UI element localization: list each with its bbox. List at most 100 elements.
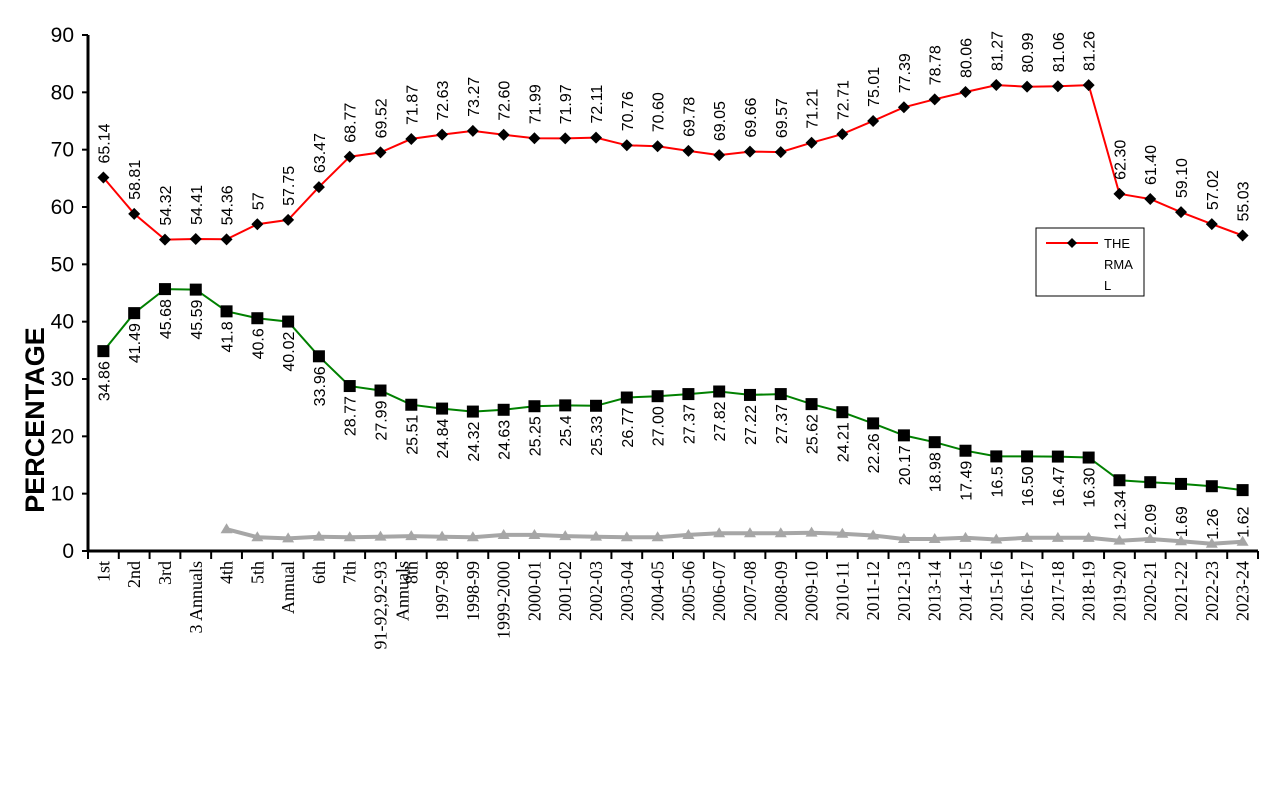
x-tick-label: 2001-02 xyxy=(555,561,575,621)
data-label: 70.60 xyxy=(651,92,668,132)
x-tick-label: 8th xyxy=(401,561,421,584)
data-point xyxy=(620,391,633,404)
x-tick-label-line: 2015-16 xyxy=(986,561,1006,621)
data-point xyxy=(959,444,972,457)
x-tick-label: 2010-11 xyxy=(832,561,852,620)
x-tick-label: 2018-19 xyxy=(1079,561,1099,621)
x-tick-label: 2016-17 xyxy=(1017,561,1037,621)
data-point xyxy=(251,218,264,231)
x-tick-label: 2022-23 xyxy=(1202,561,1222,621)
data-label: 25.25 xyxy=(527,416,544,456)
data-label: 72.60 xyxy=(497,81,514,121)
x-tick-label-line: 2002-03 xyxy=(586,561,606,621)
data-point xyxy=(713,149,726,162)
x-tick-label: 2019-20 xyxy=(1109,561,1129,621)
data-point xyxy=(1205,480,1218,493)
data-label: 33.96 xyxy=(312,366,329,406)
x-tick-label-line: 5th xyxy=(247,561,267,584)
data-label: 27.37 xyxy=(774,404,791,444)
data-point xyxy=(97,171,110,184)
data-point xyxy=(928,532,941,543)
data-label: 75.01 xyxy=(866,67,883,107)
x-tick-label: 4th xyxy=(217,561,237,584)
data-point xyxy=(282,532,295,543)
axes xyxy=(82,34,1259,559)
y-tick-label: 90 xyxy=(51,24,74,47)
data-label: 71.87 xyxy=(404,85,421,125)
x-tick-label: 2000-01 xyxy=(524,561,544,621)
data-label: 12.34 xyxy=(1112,490,1129,530)
data-point xyxy=(1236,229,1249,242)
x-tick-label-line: 2011-12 xyxy=(863,561,883,620)
x-tick-label: 1998-99 xyxy=(463,561,483,621)
data-label: 69.05 xyxy=(712,101,729,141)
data-label: 40.02 xyxy=(281,331,298,371)
data-point xyxy=(436,530,449,541)
data-point xyxy=(1175,206,1188,219)
x-tick-label-line: 91-92,92-93 xyxy=(371,561,391,650)
x-tick-label: 2005-06 xyxy=(678,561,698,621)
data-label: 27.00 xyxy=(651,406,668,446)
data-point xyxy=(1082,79,1095,92)
data-point xyxy=(651,390,664,403)
data-point xyxy=(713,385,726,398)
x-tick-label-line: 3rd xyxy=(155,561,175,585)
x-tick-label-line: 2020-21 xyxy=(1140,561,1160,621)
data-point xyxy=(651,531,664,542)
data-label: 68.77 xyxy=(343,103,360,143)
x-tick-label: Annual xyxy=(278,561,298,614)
legend-label-thermal: RMA xyxy=(1104,257,1133,272)
x-tick-label-line: 2001-02 xyxy=(555,561,575,621)
data-point xyxy=(466,531,479,542)
data-point xyxy=(774,527,787,538)
data-point xyxy=(189,283,202,296)
x-tick-label-line: 2010-11 xyxy=(832,561,852,620)
data-point xyxy=(620,531,633,542)
y-tick-label: 50 xyxy=(51,253,74,276)
x-tick-label-line: 2023-24 xyxy=(1233,561,1253,621)
data-labels: 65.14 58.81 54.32 54.41 54.36 57 57.75 63.47 68.… xyxy=(96,31,1252,540)
data-label: 54.41 xyxy=(189,185,206,225)
data-label: 25.51 xyxy=(404,415,421,455)
data-label: 22.26 xyxy=(866,433,883,473)
x-tick-label: 2004-05 xyxy=(648,561,668,621)
data-point xyxy=(1051,450,1064,463)
data-label: 16.47 xyxy=(1051,466,1068,506)
series-line-1 xyxy=(102,84,1243,241)
data-point xyxy=(220,523,233,534)
x-tick-label-line: 3 Annuals xyxy=(186,561,206,634)
data-label: 77.39 xyxy=(897,53,914,93)
data-point xyxy=(897,429,910,442)
data-label: 24.21 xyxy=(835,422,852,462)
data-label: 1.62 xyxy=(1236,506,1253,537)
x-tick-label-line: 2003-04 xyxy=(617,561,637,621)
x-tick-label-line: 2000-01 xyxy=(524,561,544,621)
x-tick-label: 2017-18 xyxy=(1048,561,1068,621)
data-point xyxy=(405,132,418,145)
data-point xyxy=(1021,450,1034,463)
data-point xyxy=(374,384,387,397)
data-label: 81.06 xyxy=(1051,32,1068,72)
data-label: 34.86 xyxy=(96,361,113,401)
series-markers xyxy=(97,79,1249,548)
data-point xyxy=(220,305,233,318)
data-point xyxy=(682,388,695,401)
data-point xyxy=(1113,474,1126,487)
data-label: 81.26 xyxy=(1082,31,1099,71)
data-point xyxy=(374,530,387,541)
data-point xyxy=(1021,80,1034,93)
data-label: 16.50 xyxy=(1020,466,1037,506)
data-point xyxy=(1144,476,1157,489)
data-label: 80.99 xyxy=(1020,33,1037,73)
data-point xyxy=(805,398,818,411)
x-tick-label: 2003-04 xyxy=(617,561,637,621)
y-tick-label: 40 xyxy=(51,311,74,334)
data-point xyxy=(682,528,695,539)
data-point xyxy=(405,530,418,541)
data-point xyxy=(1144,192,1157,205)
data-label: 27.37 xyxy=(681,404,698,444)
data-point xyxy=(990,533,1003,544)
data-label: 58.81 xyxy=(127,160,144,200)
x-tick-label-line: 2012-13 xyxy=(894,561,914,621)
data-point xyxy=(990,450,1003,463)
